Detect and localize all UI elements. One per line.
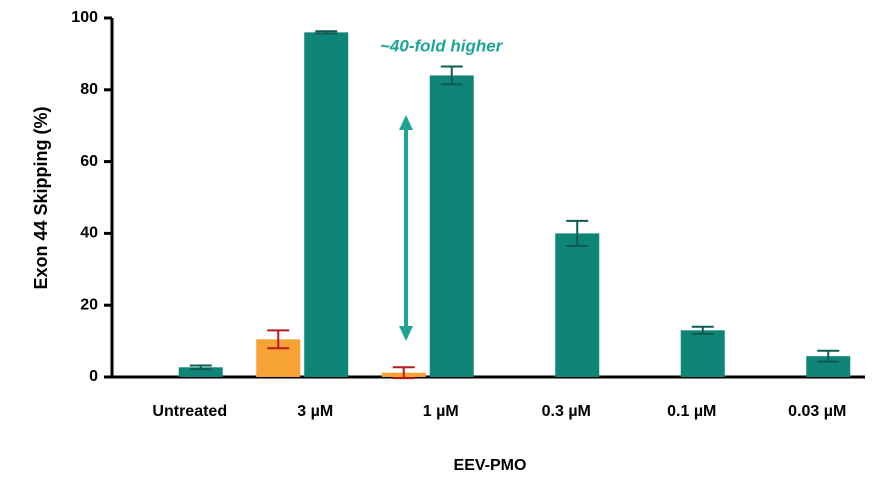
- bar: [555, 233, 600, 377]
- bar: [178, 367, 223, 377]
- bar: [680, 330, 725, 377]
- error-bar: [691, 325, 714, 335]
- x-tick-label: 1 µM: [423, 403, 459, 420]
- x-tick-label: 0.1 µM: [667, 403, 716, 420]
- y-tick-label: 40: [80, 225, 98, 242]
- bar: [429, 75, 474, 377]
- x-tick-label: Untreated: [152, 403, 227, 420]
- y-tick-label: 60: [80, 153, 98, 170]
- error-bar: [315, 30, 338, 35]
- error-bar: [267, 329, 290, 350]
- double-arrow: [399, 115, 413, 341]
- bar: [304, 32, 349, 378]
- x-axis-title: EEV-PMO: [454, 457, 527, 474]
- y-tick-label: 100: [71, 9, 98, 26]
- x-tick-label: 0.3 µM: [542, 403, 591, 420]
- error-bar: [189, 364, 212, 371]
- y-axis-title: Exon 44 Skipping (%): [31, 106, 51, 289]
- error-bar: [392, 366, 415, 380]
- x-tick-label: 3 µM: [297, 403, 333, 420]
- annotation: ~40-fold higher: [380, 36, 504, 55]
- y-tick-label: 20: [80, 296, 98, 313]
- error-bar: [817, 349, 840, 363]
- error-bar: [566, 219, 589, 247]
- x-tick-label: 0.03 µM: [788, 403, 846, 420]
- y-tick-label: 0: [89, 368, 98, 385]
- error-bar: [440, 65, 463, 86]
- y-tick-label: 80: [80, 81, 98, 98]
